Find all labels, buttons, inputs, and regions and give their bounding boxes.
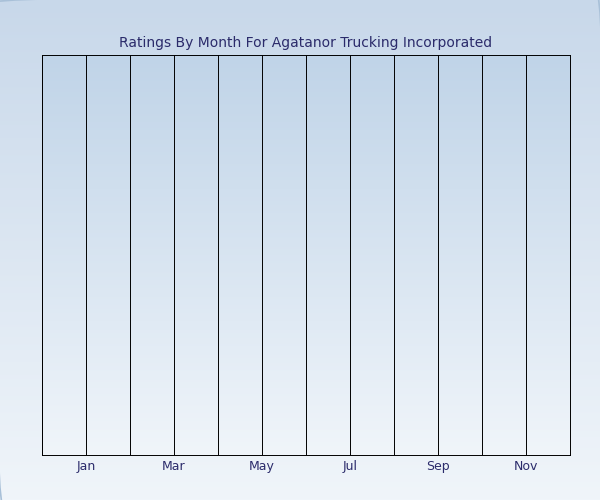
Title: Ratings By Month For Agatanor Trucking Incorporated: Ratings By Month For Agatanor Trucking I… (119, 36, 493, 50)
